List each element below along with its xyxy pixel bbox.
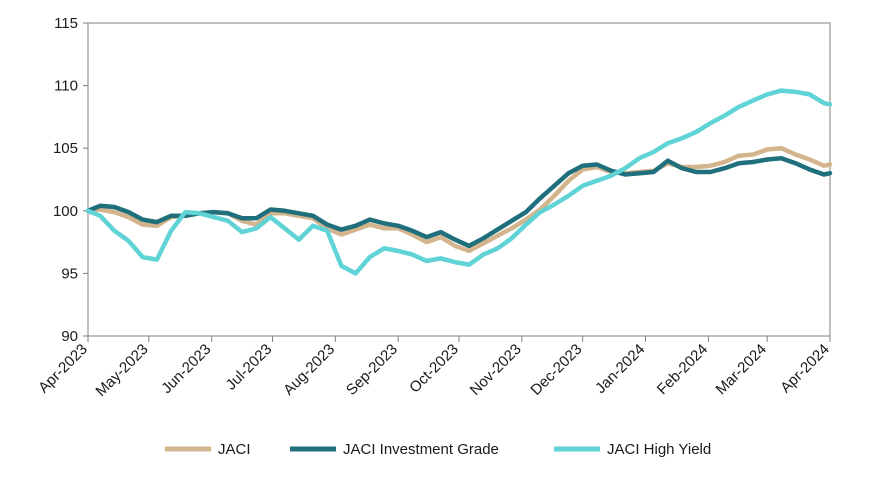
x-tick-label: Jan-2024 [592, 341, 648, 397]
x-tick-label: Apr-2023 [35, 341, 91, 397]
series-line [85, 155, 833, 249]
x-tick-label: Oct-2023 [406, 341, 462, 397]
x-tick-label: Apr-2024 [777, 341, 833, 397]
x-tick-label: Mar-2024 [713, 341, 770, 398]
x-tick-label: May-2023 [92, 341, 151, 400]
x-tick-label: Dec-2023 [527, 341, 585, 399]
x-tick-label: Jun-2023 [158, 341, 214, 397]
series-line [85, 88, 833, 276]
x-tick-label: Aug-2023 [280, 341, 338, 399]
legend: JACI JACI Investment Grade JACI High Yield [165, 441, 711, 458]
legend-label: JACI [218, 441, 251, 458]
x-axis: Apr-2023 May-2023 Jun-2023 Jul-2023 Aug-2023… [35, 336, 833, 400]
plot-frame [87, 22, 831, 337]
y-axis: 90 95 100 105 110 115 [53, 15, 88, 345]
x-tick-label: Nov-2023 [467, 341, 525, 399]
plot-area [87, 22, 831, 337]
legend-label: JACI High Yield [607, 441, 711, 458]
y-tick-label: 90 [61, 328, 78, 345]
x-tick-label: Jul-2023 [223, 341, 276, 394]
x-tick-label: Sep-2023 [343, 341, 401, 399]
legend-label: JACI Investment Grade [343, 441, 499, 458]
y-tick-label: 95 [61, 265, 78, 282]
y-tick-label: 110 [54, 78, 78, 95]
series-layer [85, 88, 833, 276]
y-tick-label: 100 [53, 203, 78, 220]
y-tick-label: 115 [54, 15, 78, 32]
y-tick-label: 105 [53, 140, 78, 157]
x-tick-label: Feb-2024 [654, 341, 711, 398]
